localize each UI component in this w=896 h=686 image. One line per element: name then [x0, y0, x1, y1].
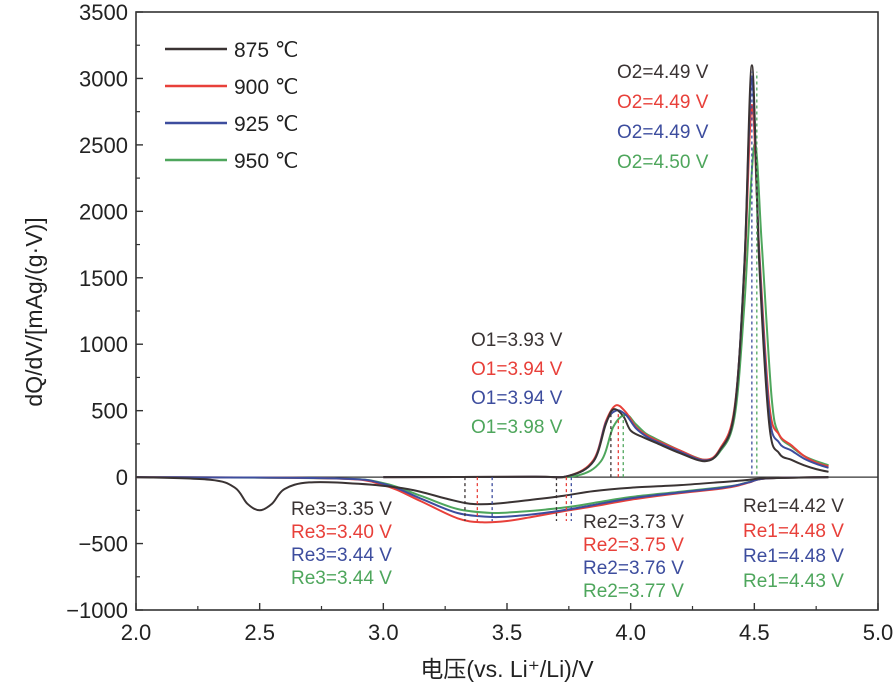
- re2-annotation-label: Re2=3.76 V: [583, 558, 684, 579]
- re2-annotation-label: Re2=3.73 V: [583, 512, 684, 533]
- x-tick-label: 2.0: [121, 620, 152, 645]
- o1-annotation-label: O1=3.93 V: [471, 330, 563, 351]
- y-tick-label: 2000: [79, 199, 128, 224]
- y-axis-title: dQ/dV/[mAg/(g·V)]: [21, 217, 47, 406]
- re3-annotation-label: Re3=3.40 V: [291, 522, 392, 543]
- o1-annotation-label: O1=3.94 V: [471, 359, 563, 380]
- y-tick-label: 3000: [79, 66, 128, 91]
- x-tick-label: 5.0: [863, 620, 894, 645]
- annotation-group: O2=4.49 V O2=4.49 V O2=4.49 V O2=4.50 V O1=3…: [291, 62, 844, 602]
- series-925-discharge-line: [135, 476, 829, 519]
- axes-group: 2.0 2.5 3.0 3.5 4.0 4.5 5.0 −1000 −500 0 500 1000 15…: [66, 0, 893, 645]
- re3-annotation-label: Re3=3.44 V: [291, 545, 392, 566]
- y-tick-label: 500: [91, 399, 128, 424]
- re1-annotation-label: Re1=4.48 V: [743, 521, 844, 542]
- x-tick-label: 4.0: [615, 620, 646, 645]
- o2-annotation-label: O2=4.49 V: [617, 92, 709, 113]
- y-tick-label: −500: [78, 532, 128, 557]
- series-875-discharge-line: [135, 476, 829, 512]
- series-875-charge-line: [383, 64, 829, 479]
- legend-label: 925 ℃: [234, 113, 298, 136]
- o1-annotation-label: O1=3.98 V: [471, 417, 563, 438]
- y-tick-label: 1500: [79, 266, 128, 291]
- re1-annotation-label: Re1=4.48 V: [743, 546, 844, 567]
- series-group: [135, 64, 829, 524]
- y-tick-label: 1000: [79, 332, 128, 357]
- x-tick-label: 3.5: [492, 620, 523, 645]
- x-tick-label: 3.0: [368, 620, 399, 645]
- re3-annotation-label: Re3=3.44 V: [291, 568, 392, 589]
- peak-marker-group: [464, 71, 758, 521]
- legend: 875 ℃ 900 ℃ 925 ℃ 950 ℃: [165, 39, 298, 173]
- re1-annotation-label: Re1=4.42 V: [743, 496, 844, 517]
- o2-annotation-label: O2=4.50 V: [617, 152, 709, 173]
- x-axis-title: 电压(vs. Li⁺/Li)/V: [420, 656, 594, 682]
- legend-label: 950 ℃: [234, 150, 298, 173]
- o1-annotation-label: O1=3.94 V: [471, 388, 563, 409]
- o2-annotation-label: O2=4.49 V: [617, 62, 709, 83]
- x-tick-label: 4.5: [739, 620, 770, 645]
- y-tick-label: 3500: [79, 0, 128, 25]
- re2-annotation-label: Re2=3.75 V: [583, 535, 684, 556]
- x-tick-label: 2.5: [244, 620, 275, 645]
- o2-annotation-label: O2=4.49 V: [617, 122, 709, 143]
- y-tick-label: 0: [116, 465, 128, 490]
- y-tick-label: 2500: [79, 133, 128, 158]
- re2-annotation-label: Re2=3.77 V: [583, 581, 684, 602]
- y-tick-label: −1000: [66, 598, 128, 623]
- re1-annotation-label: Re1=4.43 V: [743, 571, 844, 592]
- legend-label: 900 ℃: [234, 76, 298, 99]
- re3-annotation-label: Re3=3.35 V: [291, 499, 392, 520]
- legend-label: 875 ℃: [234, 39, 298, 62]
